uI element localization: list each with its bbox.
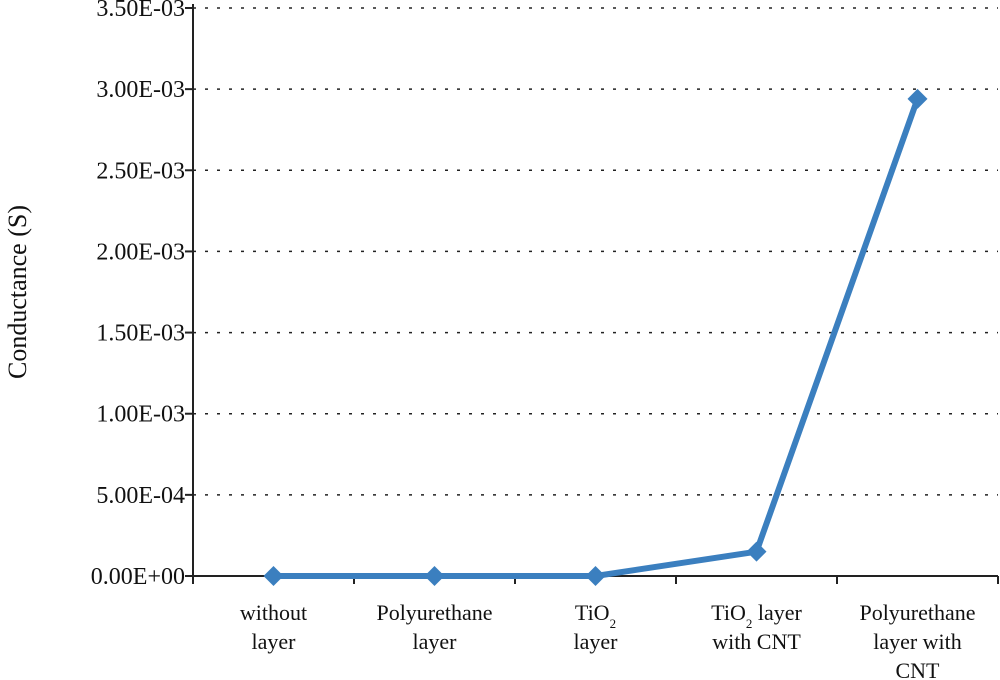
data-point — [746, 541, 767, 562]
y-tick-label: 1.00E-03 — [96, 402, 185, 428]
y-tick-label: 2.00E-03 — [96, 239, 185, 265]
x-tick-label: TiO2 layer — [711, 600, 802, 631]
grid-lines — [193, 7, 998, 496]
axes — [185, 4, 999, 584]
data-point — [424, 566, 445, 586]
x-tick-label: layer with — [873, 629, 962, 654]
y-tick-label: 0.00E+00 — [91, 564, 185, 590]
x-tick-label: layer — [574, 629, 619, 654]
x-tick-label: CNT — [896, 658, 941, 680]
x-tick-label: with CNT — [712, 629, 801, 654]
x-tick-label: Polyurethane — [859, 600, 975, 625]
x-tick-label: layer — [252, 629, 297, 654]
x-tick-label: layer — [413, 629, 458, 654]
y-tick-label: 1.50E-03 — [96, 321, 185, 347]
data-point — [263, 566, 284, 586]
y-tick-label: 3.50E-03 — [96, 0, 185, 22]
x-tick-labels: withoutlayerPolyurethanelayerTiO2layerTi… — [240, 600, 976, 680]
x-tick-label: without — [240, 600, 307, 625]
series — [263, 88, 928, 586]
x-tick-label: TiO2 — [575, 600, 616, 631]
y-tick-label: 2.50E-03 — [96, 158, 185, 184]
data-point — [585, 566, 606, 586]
y-axis-label: Conductance (S) — [3, 205, 32, 379]
data-point — [907, 88, 928, 109]
series-line — [273, 97, 921, 579]
y-tick-labels: 0.00E+00 5.00E-04 1.00E-03 1.50E-03 2.00E-03… — [91, 0, 185, 590]
y-tick-label: 5.00E-04 — [96, 483, 185, 509]
y-tick-label: 3.00E-03 — [96, 77, 185, 103]
x-tick-label: Polyurethane — [376, 600, 492, 625]
